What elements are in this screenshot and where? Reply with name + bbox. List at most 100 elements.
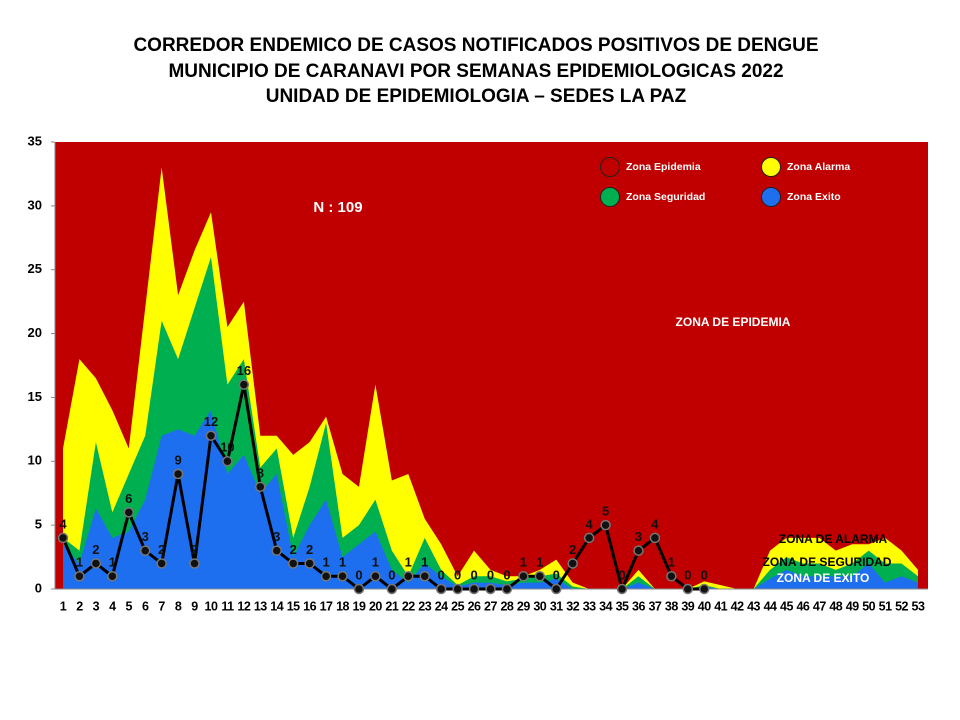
x-tick-label: 28 [500,599,513,613]
case-point [649,532,661,544]
data-label: 0 [618,567,625,582]
data-label: 1 [536,555,543,570]
x-tick-label: 20 [369,599,382,613]
x-tick-label: 47 [813,599,826,613]
x-tick-label: 1 [60,599,67,613]
case-point [222,456,233,467]
x-tick-label: 29 [517,599,530,613]
x-tick-label: 42 [731,599,744,613]
case-point [699,583,710,595]
data-label: 5 [602,504,609,519]
x-tick-label: 40 [698,599,711,613]
data-label: 3 [635,529,642,544]
x-tick-label: 17 [320,599,333,613]
data-label: 2 [569,542,576,557]
x-tick-label: 19 [353,599,366,613]
x-tick-label: 27 [484,599,497,613]
x-tick-label: 52 [895,599,908,613]
x-tick-label: 21 [385,599,398,613]
case-point [255,481,266,493]
annotation: ZONA DE SEGURIDAD [763,555,892,569]
x-tick-label: 24 [435,599,448,613]
x-tick-label: 41 [714,599,727,613]
case-point [172,468,184,480]
case-point [419,570,430,582]
case-point [567,558,578,569]
case-point [156,558,167,569]
case-point [304,558,315,569]
case-point [616,583,628,595]
y-tick-label: 30 [28,197,42,212]
case-point [287,558,299,569]
data-label: 1 [322,555,329,570]
y-tick-label: 25 [28,261,42,276]
data-label: 0 [503,567,510,582]
x-tick-label: 7 [158,599,165,613]
data-label: 1 [520,555,527,570]
y-tick-label: 20 [28,325,42,340]
case-point [189,558,200,569]
x-tick-label: 15 [287,599,300,613]
x-tick-label: 26 [468,599,481,613]
x-tick-label: 16 [303,599,316,613]
case-point [238,379,250,390]
x-tick-label: 14 [270,599,283,613]
data-label: 1 [405,555,412,570]
chart-title: CORREDOR ENDEMICO DE CASOS NOTIFICADOS P… [133,35,818,56]
x-tick-label: 3 [93,599,100,613]
data-label: 6 [125,491,132,506]
case-point [583,532,595,544]
x-tick-label: 53 [912,599,925,613]
data-label: 0 [553,567,560,582]
data-label: 0 [355,567,362,582]
y-tick-label: 0 [35,580,42,595]
x-tick-label: 32 [566,599,579,613]
zone-area [63,410,918,589]
case-point [123,507,135,518]
data-label: 16 [237,363,251,378]
x-tick-label: 34 [599,599,612,613]
x-tick-label: 6 [142,599,149,613]
x-tick-label: 39 [681,599,694,613]
chart-title: MUNICIPIO DE CARANAVI POR SEMANAS EPIDEM… [168,61,783,82]
y-tick-label: 10 [28,453,42,468]
data-label: 0 [684,567,691,582]
case-point [435,583,447,595]
x-tick-label: 38 [665,599,678,613]
case-point [518,570,529,582]
x-tick-label: 48 [829,599,842,613]
y-tick-label: 15 [28,389,42,404]
case-point [452,583,463,595]
data-label: 1 [372,555,379,570]
x-tick-label: 30 [533,599,546,613]
legend-swatch [600,187,620,207]
case-point [485,583,496,595]
x-tick-label: 9 [191,599,198,613]
data-label: 2 [158,542,165,557]
case-point [337,570,348,582]
x-tick-label: 25 [451,599,464,613]
data-label: 9 [174,452,181,467]
x-tick-label: 11 [221,599,234,613]
data-label: 0 [438,567,445,582]
data-label: 0 [701,567,708,582]
x-tick-label: 45 [780,599,793,613]
legend-swatch [761,157,781,177]
annotation: ZONA DE ALARMA [779,532,888,546]
x-tick-label: 13 [254,599,267,613]
legend-label: Zona Epidemia [626,161,701,173]
case-point [370,570,381,582]
case-point [139,545,151,556]
data-label: 4 [59,516,67,531]
data-label: 3 [273,529,280,544]
cases-line [61,384,705,594]
case-point [600,519,611,531]
case-point [353,583,365,595]
x-tick-label: 23 [418,599,431,613]
case-point [551,583,562,595]
legend-label: Zona Exito [787,191,841,203]
data-label: 8 [257,465,264,480]
case-point [74,570,85,582]
y-tick-label: 5 [35,517,42,532]
